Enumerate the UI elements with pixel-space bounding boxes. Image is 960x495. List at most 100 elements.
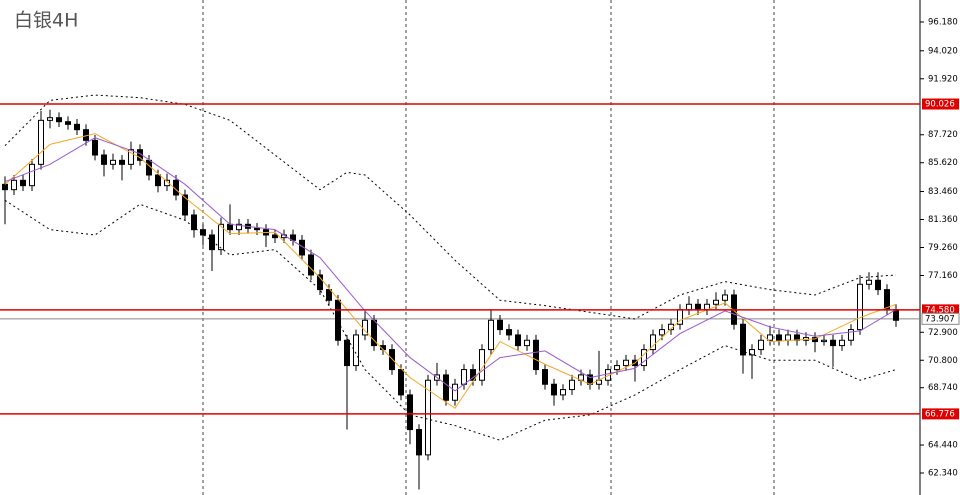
level-label: 74.580 [925,305,955,315]
y-tick-label: 72.900 [928,328,958,338]
band-line [4,199,897,441]
candle-body [569,379,575,391]
candle-body [182,194,188,216]
y-tick-label: 85.620 [928,158,958,168]
candle-body [623,359,629,367]
candle-body [29,163,35,187]
y-tick-label: 87.720 [928,130,958,140]
candle-body [524,339,530,347]
candle-body [470,369,476,381]
candle-body [443,374,449,401]
candle-body [236,223,242,231]
candle-body [767,334,773,341]
candle-body [47,117,53,121]
y-tick-label: 79.260 [928,243,958,253]
level-tag [922,304,959,316]
chart-title: 白银4H [14,10,78,32]
candle-body [659,329,665,336]
candle-body [2,183,8,191]
candle-body [452,383,458,401]
candle-body [866,279,872,285]
candle-body [830,339,836,347]
candle-body [461,369,467,385]
candle-body [407,394,413,431]
candle-body [785,334,791,341]
candle-body [821,339,827,343]
candle-body [308,254,314,276]
y-tick-label: 68.740 [928,383,958,393]
last-price-tag [921,312,960,325]
band-line [4,94,897,320]
candle-body [722,294,728,301]
candle-body [65,121,71,125]
candle-body [164,179,170,187]
candle-body [218,223,224,251]
candle-body [497,319,503,331]
y-tick-label: 64.440 [928,441,958,451]
candle-body [398,369,404,396]
candle-body [695,303,701,311]
candle-body [875,279,881,291]
y-tick-label: 94.020 [928,46,958,56]
candle-body [650,334,656,351]
candle-body [344,339,350,367]
axis: 96.180 94.020 91.920 87.720 85.620 83.460 81.3… [920,17,960,479]
y-tick-label: 77.160 [928,271,958,281]
candle-body [839,339,845,347]
y-tick-label: 62.340 [928,469,958,479]
level-tag [922,408,959,420]
candle-body [227,223,233,231]
y-tick-label: 83.460 [928,187,958,197]
candle-body [317,274,323,291]
candle-body [686,303,692,311]
moving-average [4,137,897,392]
candle-body [533,339,539,371]
candle-body [551,383,557,396]
candle-body [713,299,719,305]
candle-body [848,329,854,341]
level-tag [922,98,959,110]
moving-average [4,133,897,409]
plot [0,94,920,490]
candle-body [254,227,260,231]
candle-body [11,179,17,191]
candle-body [74,123,80,131]
candle-body [353,334,359,367]
candle-body [758,339,764,351]
candle-body [92,139,98,156]
candle-body [326,289,332,301]
candle-body [560,389,566,396]
candle-body [542,369,548,385]
candle-body [272,234,278,239]
candle-body [128,149,134,165]
last-price-label: 73.907 [925,314,955,324]
y-tick-label: 81.360 [928,215,958,225]
candle-body [776,334,782,341]
candle-body [416,429,422,456]
y-tick-label: 96.180 [928,17,958,27]
y-tick-label: 91.920 [928,74,958,84]
y-tick-label: 70.800 [928,356,958,366]
candle-body [857,283,863,331]
candle-body [506,329,512,336]
candle-body [812,337,818,343]
candle-body [488,319,494,351]
candle-body [20,179,26,187]
candle-body [335,299,341,341]
candle-body [740,323,746,356]
candle-body [101,154,107,165]
candle-body [749,349,755,356]
level-label: 66.776 [925,409,955,419]
candle-body [191,214,197,231]
candle-body [614,365,620,371]
candle-body [641,349,647,367]
candle-body [209,234,215,251]
candle-body [110,159,116,165]
candle-body [56,117,62,123]
level-label: 90.026 [925,100,955,110]
candle-body [119,159,125,165]
candle-body [155,174,161,187]
candle-body [38,119,44,165]
candle-body [425,379,431,456]
